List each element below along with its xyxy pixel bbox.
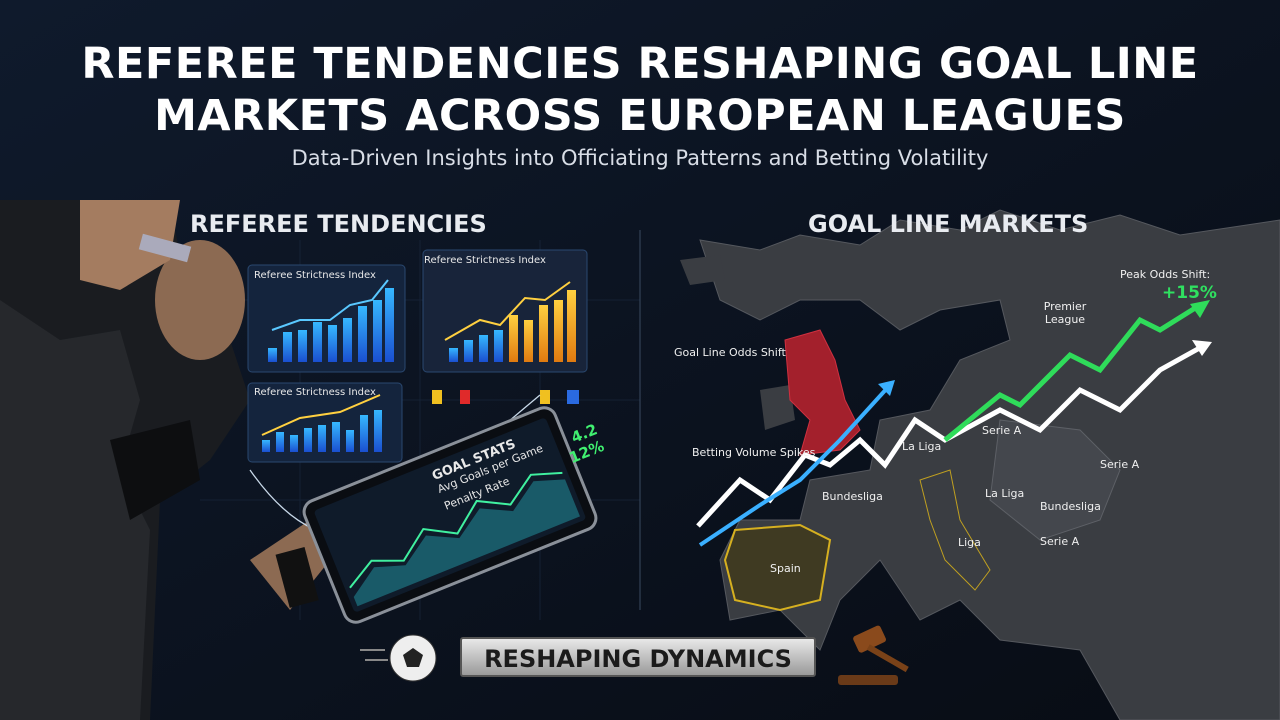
chart-title: Referee Strictness Index	[424, 255, 546, 266]
map-label: Serie A	[1100, 458, 1140, 471]
section-heading: GOAL LINE MARKETS	[808, 210, 1089, 238]
chart-title: Referee Strictness Index	[254, 387, 376, 398]
map-label: Premier League	[1043, 300, 1087, 326]
map-label: La Liga	[902, 440, 942, 453]
title: REFEREE TENDENCIES RESHAPING GOAL LINE M…	[81, 39, 1199, 141]
map-label: Serie A	[1040, 535, 1080, 548]
chart-label: Goal Line Odds Shift	[674, 346, 786, 359]
map-label: Bundesliga	[822, 490, 883, 503]
peak-label: Peak Odds Shift:	[1120, 268, 1211, 281]
chart-title: Referee Strictness Index	[254, 270, 376, 281]
peak-value: +15%	[1162, 283, 1217, 303]
chart-label: Betting Volume Spikes	[692, 446, 816, 459]
map-label: Bundesliga	[1040, 500, 1101, 513]
banner: RESHAPING DYNAMICS	[460, 637, 816, 677]
map-label: La Liga	[985, 487, 1025, 500]
subtitle: Data-Driven Insights into Officiating Pa…	[291, 146, 989, 170]
map-label: Liga	[958, 536, 981, 549]
section-heading: REFEREE TENDENCIES	[190, 210, 487, 238]
map-label: Spain	[770, 562, 801, 575]
map-label: Serie A	[982, 424, 1022, 437]
